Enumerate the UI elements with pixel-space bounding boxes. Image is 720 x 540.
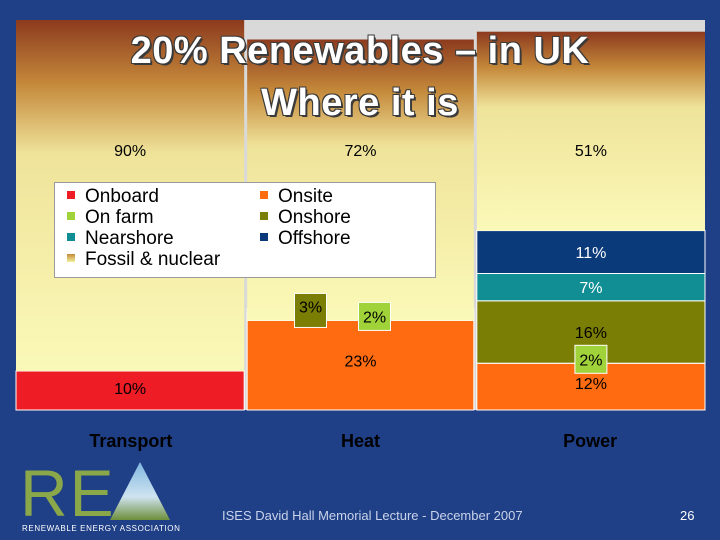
data-label: 90%	[114, 143, 146, 160]
legend-label: Offshore	[278, 228, 351, 249]
legend-swatch	[67, 232, 75, 241]
page-number: 26	[680, 508, 695, 523]
data-label: 72%	[344, 143, 376, 160]
legend-item-on-farm: On farm	[67, 207, 154, 229]
data-label: 2%	[363, 309, 386, 326]
legend-label: Nearshore	[85, 228, 174, 249]
legend-swatch	[67, 211, 75, 220]
data-label: 12%	[575, 376, 607, 393]
legend-item-fossil-nuclear: Fossil & nuclear	[67, 249, 220, 271]
bar-nearshore-power	[476, 273, 706, 302]
data-label: 51%	[575, 143, 607, 160]
bars-group	[15, 20, 706, 411]
legend-swatch	[67, 253, 75, 262]
legend-swatch	[260, 190, 268, 199]
legend-item-offshore: Offshore	[260, 228, 351, 250]
chart-legend: Onboard On farm Nearshore Fossil & nucle…	[54, 182, 436, 278]
legend-swatch	[67, 190, 75, 199]
bar-onboard-transport	[15, 370, 245, 411]
slide-title-line1: 20% Renewables – in UK	[130, 30, 590, 72]
legend-label: Fossil & nuclear	[85, 249, 221, 270]
logo-triangle-icon	[110, 462, 170, 520]
data-label: 23%	[344, 353, 376, 370]
category-labels-group: Transport Heat Power	[89, 431, 617, 451]
data-label: 3%	[299, 299, 322, 316]
legend-item-nearshore: Nearshore	[67, 228, 174, 250]
bar-onsite-heat	[246, 319, 475, 411]
onshore-label-box	[294, 292, 327, 328]
legend-item-onboard: Onboard	[67, 186, 159, 208]
on-farm-label-box	[358, 301, 391, 331]
legend-label: Onboard	[85, 186, 159, 207]
legend-swatch	[260, 211, 268, 220]
legend-label: Onsite	[278, 186, 333, 207]
category-label-heat: Heat	[341, 431, 380, 451]
data-labels-group: 10% 90% 23% 2% 3% 72% 12% 2% 16% 7% 11% 51%	[114, 143, 608, 398]
category-label-power: Power	[563, 431, 617, 451]
footer-text: ISES David Hall Memorial Lecture - Decem…	[222, 508, 523, 523]
legend-item-onsite: Onsite	[260, 186, 333, 208]
legend-label: On farm	[85, 207, 154, 228]
on-farm-label-box	[574, 344, 608, 374]
legend-swatch	[260, 232, 268, 241]
slide-title-line2: Where it is	[261, 82, 459, 124]
data-label: 16%	[575, 325, 607, 342]
data-label: 11%	[575, 245, 606, 262]
logo-letters: RE	[20, 460, 116, 522]
data-label: 7%	[579, 280, 602, 297]
data-label: 10%	[114, 381, 146, 398]
legend-label: Onshore	[278, 207, 351, 228]
rea-logo: RE	[20, 460, 170, 522]
legend-item-onshore: Onshore	[260, 207, 351, 229]
bar-offshore-power	[476, 230, 706, 275]
bar-fossil-nuclear-power	[476, 31, 705, 231]
bar-onsite-power	[476, 362, 706, 411]
category-label-transport: Transport	[89, 431, 172, 451]
logo-tagline: RENEWABLE ENERGY ASSOCIATION	[22, 524, 181, 533]
data-label: 2%	[579, 352, 602, 369]
